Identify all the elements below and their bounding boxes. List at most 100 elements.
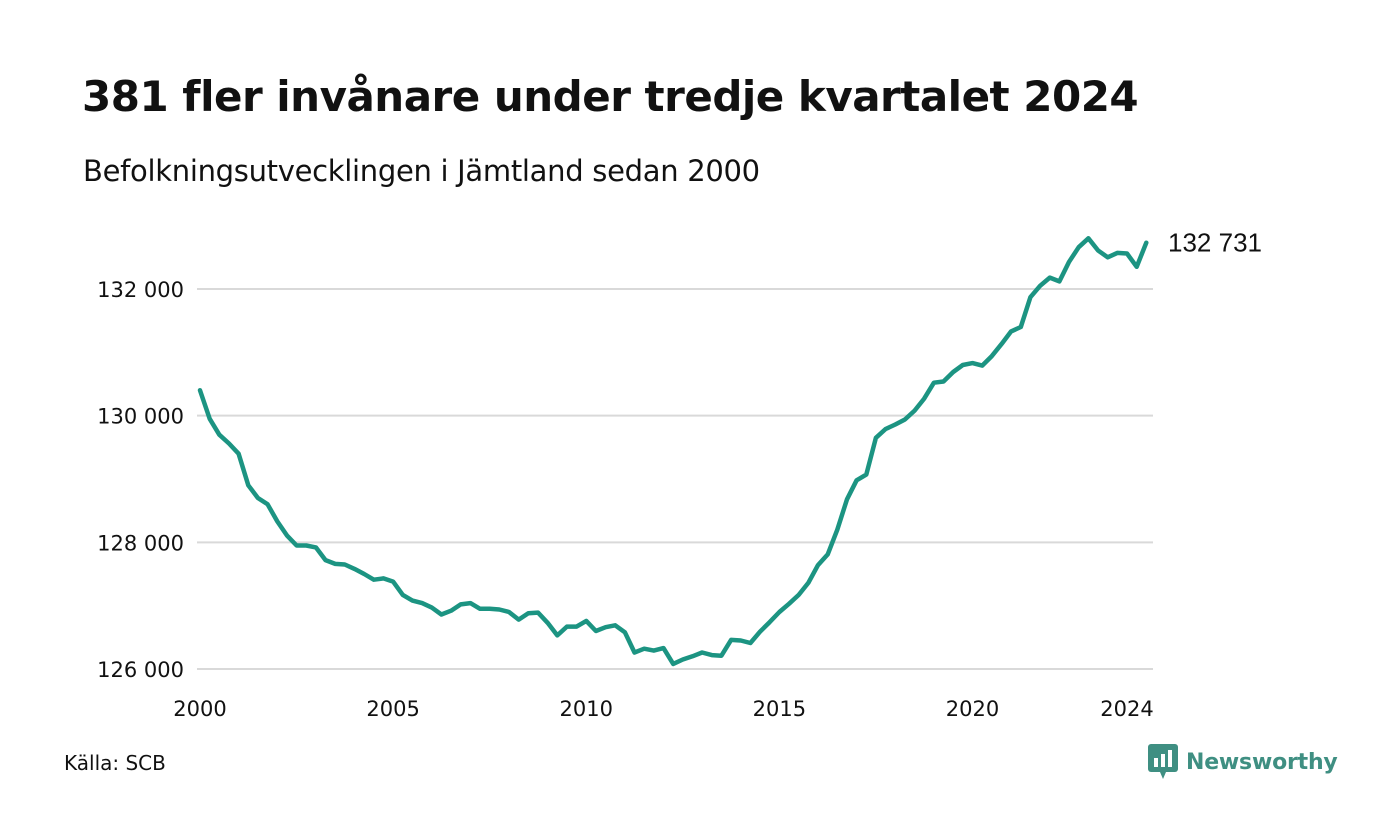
gridlines [197, 288, 1153, 670]
chart-title: 381 fler invånare under tredje kvartalet… [82, 72, 1139, 121]
data-point [536, 611, 540, 615]
x-tick-label: 2020 [946, 697, 999, 721]
data-point [604, 625, 608, 629]
data-point [382, 576, 386, 580]
data-point [546, 621, 550, 625]
source-note: Källa: SCB [64, 751, 166, 775]
data-point [468, 601, 472, 605]
data-point [237, 452, 241, 456]
data-point [1009, 329, 1013, 333]
data-point [1067, 260, 1071, 264]
data-point [797, 593, 801, 597]
data-point [758, 630, 762, 634]
data-point [990, 354, 994, 358]
data-point [662, 646, 666, 650]
data-point [410, 599, 414, 603]
newsworthy-logo-icon [1148, 744, 1178, 779]
brand-logo: Newsworthy [1148, 744, 1338, 780]
data-point [1000, 342, 1004, 346]
x-tick-label: 2015 [753, 697, 806, 721]
data-point [893, 423, 897, 427]
data-point [478, 607, 482, 611]
data-point [333, 562, 337, 566]
data-point [951, 370, 955, 374]
data-point [642, 647, 646, 651]
data-point [1115, 251, 1119, 255]
data-point [584, 619, 588, 623]
data-point [913, 409, 917, 413]
data-point [691, 654, 695, 658]
data-point [835, 528, 839, 532]
data-point [507, 610, 511, 614]
data-point [266, 502, 270, 506]
data-point [768, 620, 772, 624]
data-point [420, 601, 424, 605]
data-point [633, 651, 637, 655]
data-point [1086, 236, 1090, 240]
data-point [275, 519, 279, 523]
data-point [497, 608, 501, 612]
data-point [1106, 255, 1110, 259]
data-point [430, 606, 434, 610]
series-layer [197, 236, 1149, 667]
data-point [1135, 265, 1139, 269]
x-tick-label: 2010 [560, 697, 613, 721]
y-tick-label: 132 000 [97, 278, 184, 302]
data-point [903, 418, 907, 422]
data-point [439, 613, 443, 617]
data-point [314, 545, 318, 549]
data-point [816, 563, 820, 567]
data-point [1144, 241, 1148, 245]
data-point [1096, 248, 1100, 252]
y-axis-tick-labels: 126 000 128 000 130 000 132 000 [97, 278, 184, 682]
data-point [671, 662, 675, 666]
y-tick-label: 126 000 [97, 658, 184, 682]
data-point [324, 558, 328, 562]
data-point [256, 496, 260, 500]
data-point [826, 552, 830, 556]
data-point [719, 654, 723, 658]
data-point [372, 578, 376, 582]
data-point [922, 397, 926, 401]
data-point [874, 436, 878, 440]
data-point [217, 433, 221, 437]
data-point [845, 497, 849, 501]
data-point [198, 388, 202, 392]
data-point [246, 483, 250, 487]
data-point [362, 572, 366, 576]
data-point [806, 581, 810, 585]
data-point [575, 625, 579, 629]
data-point [971, 361, 975, 365]
data-point [594, 629, 598, 633]
data-point [855, 478, 859, 482]
data-point [942, 380, 946, 384]
x-tick-label: 2024 [1100, 697, 1153, 721]
data-point [980, 364, 984, 368]
data-point [517, 618, 521, 622]
data-point [1038, 284, 1042, 288]
data-point [449, 609, 453, 613]
data-point [459, 602, 463, 606]
chart-subtitle: Befolkningsutvecklingen i Jämtland sedan… [83, 154, 760, 188]
data-point [1057, 279, 1061, 283]
data-point [710, 653, 714, 657]
y-tick-label: 128 000 [97, 531, 184, 555]
data-point [787, 602, 791, 606]
data-point [613, 623, 617, 627]
data-point [932, 381, 936, 385]
data-point [285, 533, 289, 537]
data-point [748, 641, 752, 645]
data-point [961, 363, 965, 367]
line-chart: 126 000 128 000 130 000 132 000 2000 2005 201… [97, 228, 1262, 721]
data-point [681, 658, 685, 662]
x-axis-tick-labels: 2000 2005 2010 2015 2020 2024 [173, 697, 1153, 721]
end-value-label: 132 731 [1168, 228, 1262, 258]
data-point [1028, 295, 1032, 299]
y-tick-label: 130 000 [97, 405, 184, 429]
data-point [353, 567, 357, 571]
data-point [208, 417, 212, 421]
data-point [343, 563, 347, 567]
population-series-line [197, 236, 1149, 667]
data-point [401, 593, 405, 597]
data-point [1048, 276, 1052, 280]
